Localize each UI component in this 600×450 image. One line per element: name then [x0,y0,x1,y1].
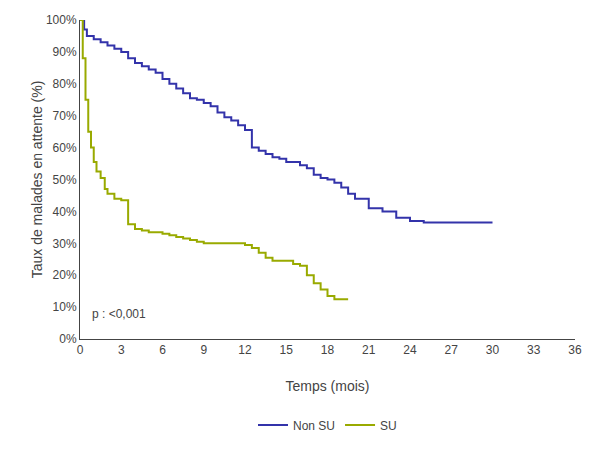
svg-text:70%: 70% [53,109,77,123]
svg-text:90%: 90% [53,45,77,59]
svg-text:3: 3 [118,343,125,357]
svg-text:30%: 30% [53,237,77,251]
svg-text:9: 9 [200,343,207,357]
svg-text:p : <0,001: p : <0,001 [92,307,146,321]
svg-text:18: 18 [321,343,335,357]
svg-text:6: 6 [159,343,166,357]
svg-text:0%: 0% [59,332,77,346]
svg-text:60%: 60% [53,141,77,155]
svg-text:40%: 40% [53,205,77,219]
svg-text:50%: 50% [53,173,77,187]
svg-text:0: 0 [77,343,84,357]
svg-text:Taux de malades en attente (%): Taux de malades en attente (%) [29,81,45,279]
svg-text:10%: 10% [53,300,77,314]
svg-text:15: 15 [280,343,294,357]
svg-text:Non SU: Non SU [293,419,335,433]
svg-text:12: 12 [238,343,252,357]
svg-text:27: 27 [445,343,459,357]
svg-text:20%: 20% [53,268,77,282]
svg-text:SU: SU [380,419,397,433]
svg-text:30: 30 [486,343,500,357]
svg-text:24: 24 [403,343,417,357]
svg-text:80%: 80% [53,77,77,91]
svg-text:100%: 100% [46,13,77,27]
svg-text:21: 21 [362,343,376,357]
svg-text:36: 36 [568,343,582,357]
svg-text:Temps (mois): Temps (mois) [285,378,369,394]
svg-text:33: 33 [527,343,541,357]
